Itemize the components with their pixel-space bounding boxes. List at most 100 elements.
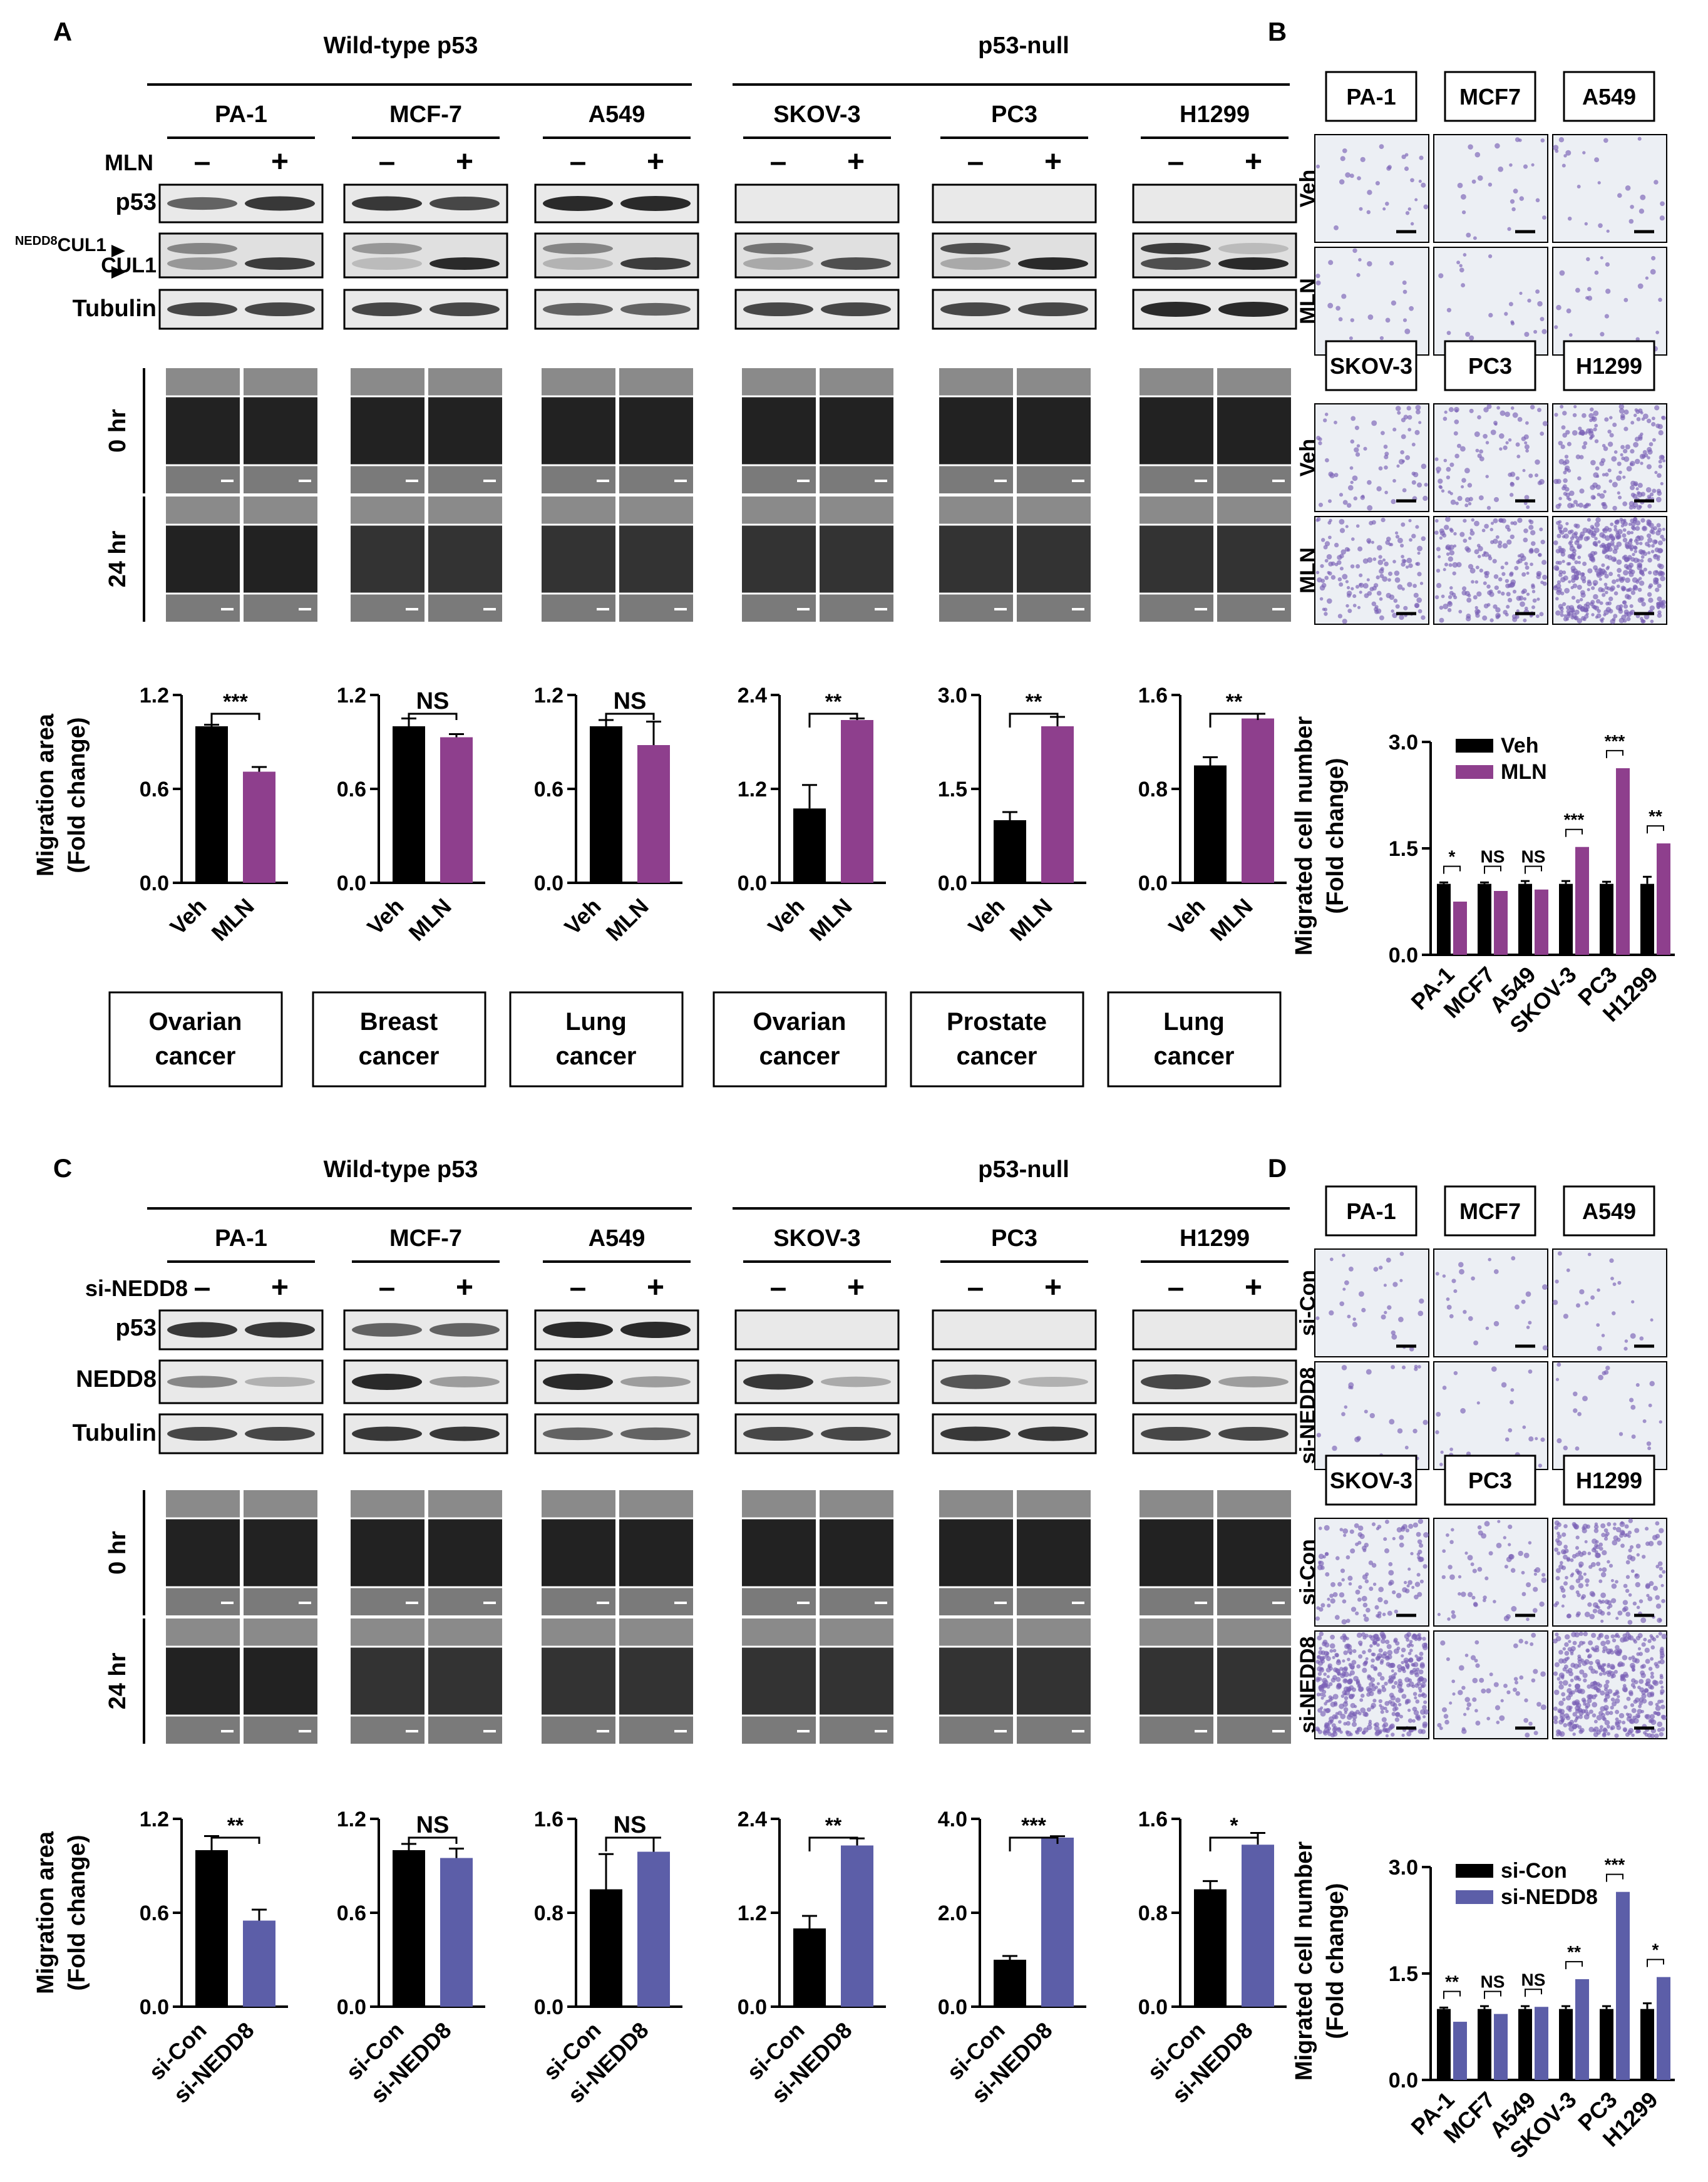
migrated-cell-dot: [1618, 617, 1625, 624]
migrated-cell-dot: [1486, 584, 1491, 589]
plus-sign: +: [1245, 1271, 1262, 1304]
migrated-cell-dot: [1350, 480, 1354, 485]
migrated-cell-dot: [1355, 452, 1361, 457]
migrated-cell-dot: [1641, 1642, 1646, 1647]
migrated-cell-dot: [1577, 1412, 1582, 1416]
wound-edge-texture: [1017, 497, 1091, 525]
migrated-cell-dot: [1446, 475, 1451, 480]
migrated-cell-dot: [1358, 1291, 1364, 1297]
migrated-cell-dot: [1418, 180, 1422, 183]
migrated-cell-dot: [1655, 1635, 1659, 1639]
migrated-cell-dot: [1412, 1633, 1416, 1637]
migrated-cell-dot: [1395, 535, 1400, 539]
migrated-cell-dot: [1460, 193, 1466, 200]
migrated-cell-dot: [1379, 1660, 1384, 1665]
migrated-cell-dot: [1383, 1537, 1387, 1541]
legend-label: si-Con: [1501, 1859, 1567, 1883]
y-tick-label: 0.0: [1138, 1995, 1168, 2019]
migrated-cell-dot: [1401, 558, 1406, 564]
wound-edge-texture: [742, 1587, 816, 1615]
wound-edge-texture: [1017, 1490, 1091, 1518]
migrated-cell-dot: [1558, 497, 1562, 500]
tubulin-band: [543, 1427, 613, 1441]
migrated-cell-dot: [1459, 1269, 1464, 1275]
migrated-cell-dot: [1524, 331, 1530, 337]
migrated-cell-dot: [1587, 1552, 1592, 1555]
migrated-cell-dot: [1524, 1698, 1528, 1702]
migrated-cell-dot: [1488, 312, 1493, 318]
migrated-cell-dot: [1407, 1567, 1411, 1571]
migrated-cell-dot: [1559, 606, 1564, 611]
wound-edge-texture: [742, 465, 816, 493]
migrated-cell-dot: [1563, 154, 1567, 158]
migrated-cell-dot: [1539, 1601, 1545, 1607]
migrated-cell-dot: [1484, 1576, 1489, 1580]
migrated-cell-dot: [1505, 579, 1510, 584]
nedd8-band: [245, 1376, 315, 1387]
migrated-cell-dot: [1360, 495, 1366, 500]
migrated-cell-dot: [1577, 560, 1581, 564]
migrated-cell-dot: [1640, 558, 1644, 563]
time-label: 24 hr: [105, 1652, 131, 1709]
y-axis-title: Migration area: [33, 713, 59, 877]
migrated-cell-dot: [1566, 308, 1572, 314]
migrated-cell-dot: [1622, 1684, 1627, 1688]
nedd8-band: [1218, 1376, 1289, 1387]
migrated-cell-dot: [1328, 1695, 1332, 1699]
migrated-cell-dot: [1461, 210, 1466, 215]
wound-gap: [428, 525, 502, 594]
migrated-cell-dot: [1634, 1528, 1640, 1533]
migrated-cell-dot: [1466, 232, 1471, 238]
migrated-cell-dot: [1623, 1346, 1628, 1351]
migrated-cell-dot: [1453, 1371, 1458, 1376]
migrated-cell-dot: [1382, 1722, 1389, 1727]
migrated-cell-dot: [1657, 555, 1660, 558]
migrated-cell-dot: [1341, 1365, 1347, 1371]
migrated-cell-dot: [1506, 1690, 1511, 1695]
migrated-cell-dot: [1391, 609, 1394, 613]
migrated-cell-dot: [1395, 1712, 1401, 1717]
migrated-cell-dot: [1446, 552, 1450, 556]
migrated-cell-dot: [1469, 335, 1474, 341]
migrated-cell-dot: [1536, 574, 1541, 580]
treatment-row-label: MLN: [1296, 278, 1320, 324]
migrated-cell-dot: [1364, 1634, 1369, 1638]
migrated-cell-dot: [1580, 1658, 1584, 1662]
migrated-cell-dot: [1401, 555, 1404, 558]
migrated-cell-dot: [1504, 1565, 1508, 1569]
migrated-cell-dot: [1603, 446, 1608, 451]
migrated-cell-dot: [1360, 1694, 1365, 1698]
migrated-cell-dot: [1632, 502, 1639, 508]
migrated-cell-dot: [1342, 500, 1348, 505]
migrated-cell-dot: [1384, 465, 1388, 470]
migrated-cell-dot: [1526, 1582, 1531, 1588]
wound-edge-texture: [244, 465, 317, 493]
migrated-cell-dot: [1553, 1719, 1558, 1724]
migrated-cell-dot: [1339, 518, 1345, 525]
migrated-cell-dot: [1435, 1272, 1439, 1276]
y-tick-label: 3.0: [938, 684, 967, 708]
migrated-cell-dot: [1320, 1603, 1325, 1608]
migrated-cell-dot: [1499, 1715, 1505, 1721]
migrated-cell-dot: [1324, 541, 1330, 547]
migrated-cell-dot: [1584, 1612, 1590, 1617]
migrated-cell-dot: [1610, 1277, 1614, 1280]
migrated-cell-dot: [1561, 570, 1567, 575]
migrated-cell-dot: [1633, 549, 1638, 553]
cul1-band: [167, 257, 237, 270]
migrated-cell-dot: [1610, 1634, 1615, 1639]
migrated-cell-dot: [1401, 1733, 1405, 1737]
migrated-cell-dot: [1394, 1706, 1399, 1711]
migrated-cell-dot: [1519, 291, 1523, 295]
migrated-cell-dot: [1642, 413, 1649, 419]
migrated-cell-dot: [1376, 486, 1382, 491]
migrated-cell-dot: [1511, 1606, 1517, 1612]
migrated-cell-dot: [1617, 1695, 1620, 1699]
migrated-cell-dot: [1365, 1657, 1369, 1660]
migrated-cell-dot: [1446, 1657, 1450, 1662]
cell-line-label: A549: [589, 1225, 646, 1252]
migrated-cell-dot: [1652, 488, 1657, 493]
migrated-cell-dot: [1600, 1619, 1604, 1623]
migrated-cell-dot: [1460, 446, 1466, 452]
migrated-cell-dot: [1558, 503, 1562, 507]
